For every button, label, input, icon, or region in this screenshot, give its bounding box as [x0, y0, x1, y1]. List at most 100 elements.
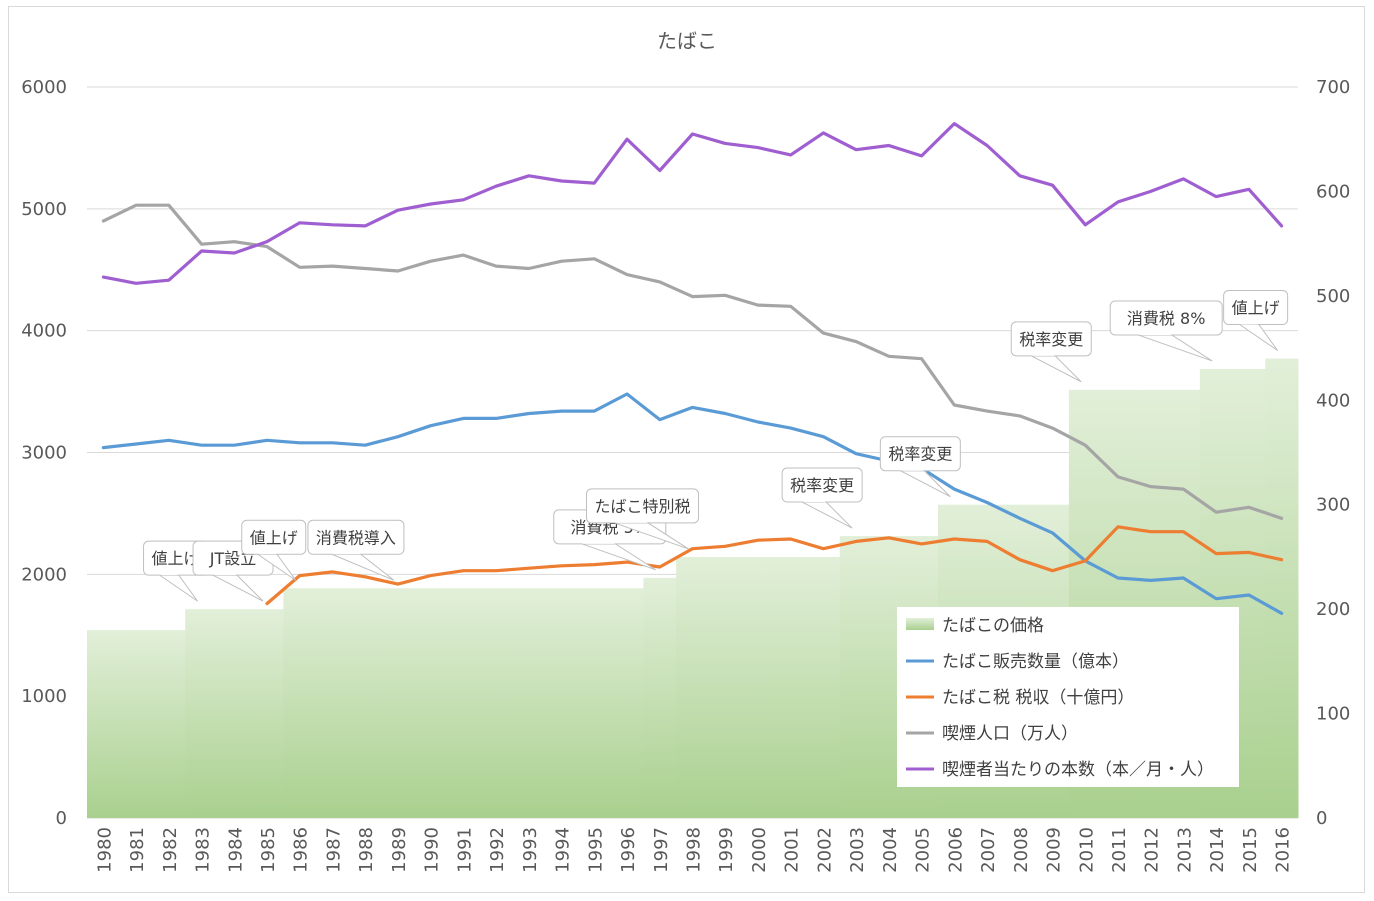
x-tick-label: 1996: [618, 827, 639, 873]
x-tick-label: 2010: [1076, 827, 1097, 873]
price-area-segment: [119, 630, 153, 818]
series-line-3: [101, 203, 1284, 520]
x-tick-label: 1998: [684, 827, 705, 873]
y-right-tick-label: 300: [1316, 495, 1350, 516]
annotation-callout: 値上げ: [143, 540, 209, 602]
x-tick-label: 1982: [160, 827, 181, 873]
annotation-callout: 値上げ: [1223, 290, 1289, 351]
annotation-text: 税率変更: [1019, 330, 1083, 349]
legend-label-tax: たばこ税 税収（十億円）: [942, 688, 1134, 708]
x-tick-label: 2002: [814, 827, 835, 873]
y-right-tick-label: 200: [1316, 599, 1350, 620]
y-left-tick-label: 2000: [21, 564, 67, 585]
price-area-segment: [250, 609, 284, 818]
price-area-segment: [512, 588, 546, 818]
price-area-segment: [577, 588, 612, 818]
price-area-segment: [479, 588, 513, 818]
annotation-text: 値上げ: [1232, 299, 1280, 318]
annotation-callout: 税率変更: [781, 467, 863, 529]
x-tick-label: 1987: [323, 827, 344, 873]
x-tick-label: 2012: [1142, 827, 1163, 873]
price-area-segment: [643, 577, 677, 818]
annotation-callout: 値上げ: [241, 519, 307, 581]
price-area-segment: [1265, 358, 1299, 818]
x-tick-label: 1984: [225, 827, 246, 873]
x-tick-label: 2008: [1011, 827, 1032, 873]
legend-label-price: たばこの価格: [942, 616, 1044, 636]
x-tick-label: 2006: [945, 827, 966, 873]
annotation-text: 値上げ: [152, 549, 200, 568]
price-area-segment: [283, 588, 317, 818]
y-left-tick-label: 6000: [21, 77, 67, 98]
y-right-tick-label: 400: [1316, 390, 1350, 411]
annotation-text: 税率変更: [888, 445, 952, 464]
price-area-segment: [185, 609, 219, 818]
x-tick-label: 1985: [258, 827, 279, 873]
annotation-callout: たばこ特別税: [586, 488, 699, 550]
annotation-text: 消費税導入: [316, 528, 396, 547]
price-area-segment: [152, 630, 186, 818]
y-left-tick-label: 0: [56, 808, 67, 829]
annotation-text: 値上げ: [250, 528, 298, 547]
legend: たばこの価格 たばこ販売数量（億本） たばこ税 税収（十億円） 喫煙人口（万人）…: [897, 607, 1239, 787]
x-tick-label: 2001: [782, 827, 803, 873]
x-tick-label: 1992: [487, 827, 508, 873]
price-area-segment: [545, 588, 579, 818]
x-tick-label: 1995: [585, 827, 606, 873]
x-tick-label: 2003: [847, 827, 868, 873]
price-area-segment: [610, 588, 644, 818]
axes: 0 1000 2000 3000 4000 5000 6000 0 100 200 300 400 50…: [21, 77, 1350, 873]
y-left-tick-label: 4000: [21, 321, 67, 342]
x-tick-label: 1993: [520, 827, 541, 873]
price-area-segment: [316, 588, 350, 818]
price-area-segment: [414, 588, 448, 818]
price-area-segment: [676, 556, 710, 818]
y-right-tick-label: 700: [1316, 77, 1350, 98]
x-tick-label: 1999: [716, 827, 737, 873]
x-tick-label: 2004: [880, 827, 901, 873]
x-tick-label: 1981: [127, 827, 148, 873]
x-tick-label: 1990: [422, 827, 443, 873]
x-tick-label: 2011: [1109, 827, 1130, 873]
x-tick-label: 2016: [1273, 827, 1294, 873]
x-tick-label: 1997: [651, 827, 672, 873]
price-area-segment: [348, 588, 383, 818]
x-tick-label: 1980: [94, 827, 115, 873]
price-area-segment: [807, 556, 841, 818]
price-area-segment: [741, 556, 775, 818]
annotation-callout: 税率変更: [1010, 321, 1092, 383]
x-tick-label: 2009: [1044, 827, 1065, 873]
annotation-callout: 消費税導入: [307, 519, 405, 581]
price-area-segment: [839, 536, 874, 818]
x-tick-label: 2000: [749, 827, 770, 873]
annotation-callout: 消費税 8%: [1109, 300, 1223, 362]
annotation-callout: 税率変更: [879, 436, 961, 498]
price-area-segment: [381, 588, 415, 818]
x-tick-label: 1986: [291, 827, 312, 873]
price-area-segment: [708, 556, 743, 818]
x-tick-label: 1991: [454, 827, 475, 873]
x-tick-label: 2007: [978, 827, 999, 873]
x-tick-label: 1994: [553, 827, 574, 873]
annotation-text: 税率変更: [790, 476, 854, 495]
x-tick-label: 1989: [389, 827, 410, 873]
price-area-segment: [87, 630, 121, 818]
x-tick-label: 2015: [1240, 827, 1261, 873]
x-tick-label: 2014: [1207, 827, 1228, 873]
legend-swatch-price: [906, 618, 934, 630]
chart-title: たばこ: [657, 29, 717, 53]
x-tick-label: 2005: [913, 827, 934, 873]
x-tick-label: 1988: [356, 827, 377, 873]
series-line-2: [265, 525, 1284, 606]
legend-label-smokers: 喫煙人口（万人）: [942, 724, 1078, 744]
y-left-tick-label: 3000: [21, 443, 67, 464]
x-tick-label: 1983: [193, 827, 214, 873]
legend-background: [897, 607, 1239, 787]
price-area-segment: [447, 588, 481, 818]
y-left-tick-label: 5000: [21, 199, 67, 220]
series-lines: [101, 122, 1284, 615]
y-left-tick-label: 1000: [21, 686, 67, 707]
price-area-segment: [217, 609, 252, 818]
